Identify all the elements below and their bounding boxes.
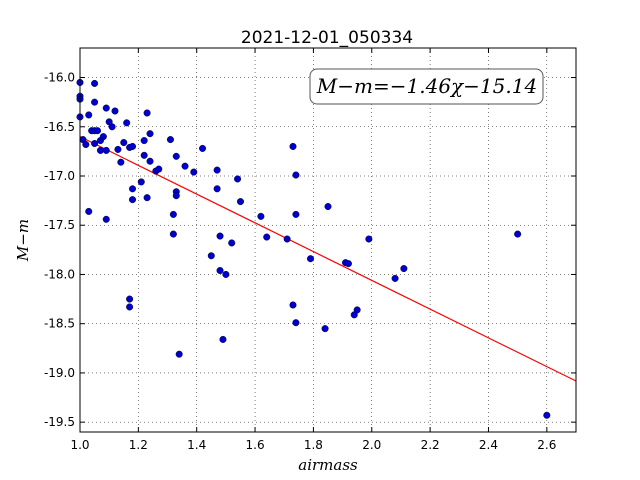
x-tick-label: 1.6 bbox=[246, 438, 265, 452]
data-point bbox=[169, 210, 177, 218]
data-point bbox=[140, 151, 148, 159]
data-point bbox=[263, 233, 271, 241]
data-point bbox=[324, 203, 332, 211]
x-tick-label: 2.6 bbox=[537, 438, 556, 452]
data-point bbox=[102, 146, 110, 154]
data-point bbox=[114, 145, 122, 153]
data-point bbox=[289, 142, 297, 150]
data-point bbox=[126, 295, 134, 303]
data-point bbox=[169, 230, 177, 238]
data-point bbox=[222, 270, 230, 278]
y-tick-label: -16.5 bbox=[44, 120, 75, 134]
data-point bbox=[155, 165, 163, 173]
y-axis-label: M−m bbox=[14, 219, 32, 262]
y-tick-label: -19.5 bbox=[44, 415, 75, 429]
data-point bbox=[219, 335, 227, 343]
data-point bbox=[181, 162, 189, 170]
data-point bbox=[117, 158, 125, 166]
y-tick-label: -18.5 bbox=[44, 317, 75, 331]
y-tick-label: -19.0 bbox=[44, 366, 75, 380]
data-point bbox=[207, 252, 215, 260]
data-point bbox=[166, 136, 174, 144]
data-point bbox=[172, 192, 180, 200]
data-point bbox=[129, 185, 137, 193]
data-point bbox=[102, 215, 110, 223]
data-point bbox=[365, 235, 373, 243]
data-point bbox=[289, 301, 297, 309]
x-tick-label: 1.4 bbox=[187, 438, 206, 452]
data-point bbox=[143, 109, 151, 117]
data-point bbox=[228, 239, 236, 247]
data-point bbox=[102, 104, 110, 112]
data-point bbox=[146, 130, 154, 138]
data-point bbox=[321, 325, 329, 333]
data-point bbox=[82, 140, 90, 148]
data-point bbox=[213, 166, 221, 174]
data-point bbox=[306, 255, 314, 263]
y-tick-label: -18.0 bbox=[44, 267, 75, 281]
data-point bbox=[391, 274, 399, 282]
data-point bbox=[514, 230, 522, 238]
axis-ticks: 1.0 1.2 1.4 1.6 1.8 2.0 2.2 2.4 2.6 -16.0 -16.5 -17… bbox=[44, 48, 576, 452]
x-tick-label: 2.2 bbox=[421, 438, 440, 452]
data-point bbox=[292, 319, 300, 327]
data-point bbox=[344, 260, 352, 268]
data-point bbox=[96, 146, 104, 154]
data-point bbox=[199, 144, 207, 152]
data-point bbox=[283, 235, 291, 243]
data-point bbox=[91, 140, 99, 148]
fit-equation-box: M−m=−1.46χ−15.14 bbox=[309, 68, 544, 105]
x-tick-label: 1.8 bbox=[304, 438, 323, 452]
data-point bbox=[91, 79, 99, 87]
data-point bbox=[236, 198, 244, 206]
data-point bbox=[108, 123, 116, 131]
data-points bbox=[76, 78, 551, 419]
x-axis-label: airmass bbox=[298, 456, 358, 474]
data-point bbox=[85, 207, 93, 215]
data-point bbox=[129, 142, 137, 150]
data-point bbox=[172, 152, 180, 160]
data-point bbox=[216, 232, 224, 240]
data-point bbox=[146, 157, 154, 165]
y-tick-label: -17.5 bbox=[44, 218, 75, 232]
x-tick-label: 2.4 bbox=[479, 438, 498, 452]
data-point bbox=[190, 168, 198, 176]
y-tick-label: -16.0 bbox=[44, 71, 75, 85]
data-point bbox=[216, 267, 224, 275]
fit-line bbox=[79, 136, 577, 382]
data-point bbox=[140, 137, 148, 145]
data-point bbox=[292, 210, 300, 218]
chart-title: 2021-12-01_050334 bbox=[241, 28, 413, 48]
x-tick-label: 1.0 bbox=[70, 438, 89, 452]
plot-area-frame bbox=[79, 47, 577, 433]
data-point bbox=[85, 111, 93, 119]
x-tick-label: 1.2 bbox=[129, 438, 148, 452]
data-point bbox=[126, 303, 134, 311]
data-point bbox=[257, 212, 265, 220]
data-point bbox=[543, 411, 551, 419]
data-point bbox=[91, 98, 99, 106]
data-point bbox=[400, 265, 408, 273]
data-point bbox=[143, 194, 151, 202]
data-point bbox=[99, 133, 107, 141]
fit-equation-text: M−m=−1.46χ−15.14 bbox=[316, 74, 537, 98]
fit-line-layer bbox=[79, 136, 577, 382]
data-point bbox=[120, 139, 128, 147]
data-point bbox=[137, 178, 145, 186]
data-point bbox=[234, 175, 242, 183]
data-point bbox=[175, 350, 183, 358]
data-point bbox=[94, 127, 102, 135]
data-point bbox=[129, 196, 137, 204]
data-point bbox=[123, 119, 131, 127]
data-point bbox=[213, 185, 221, 193]
data-point bbox=[353, 306, 361, 314]
y-tick-label: -17.0 bbox=[44, 169, 75, 183]
x-tick-label: 2.0 bbox=[362, 438, 381, 452]
data-point bbox=[111, 107, 119, 115]
data-point bbox=[292, 171, 300, 179]
